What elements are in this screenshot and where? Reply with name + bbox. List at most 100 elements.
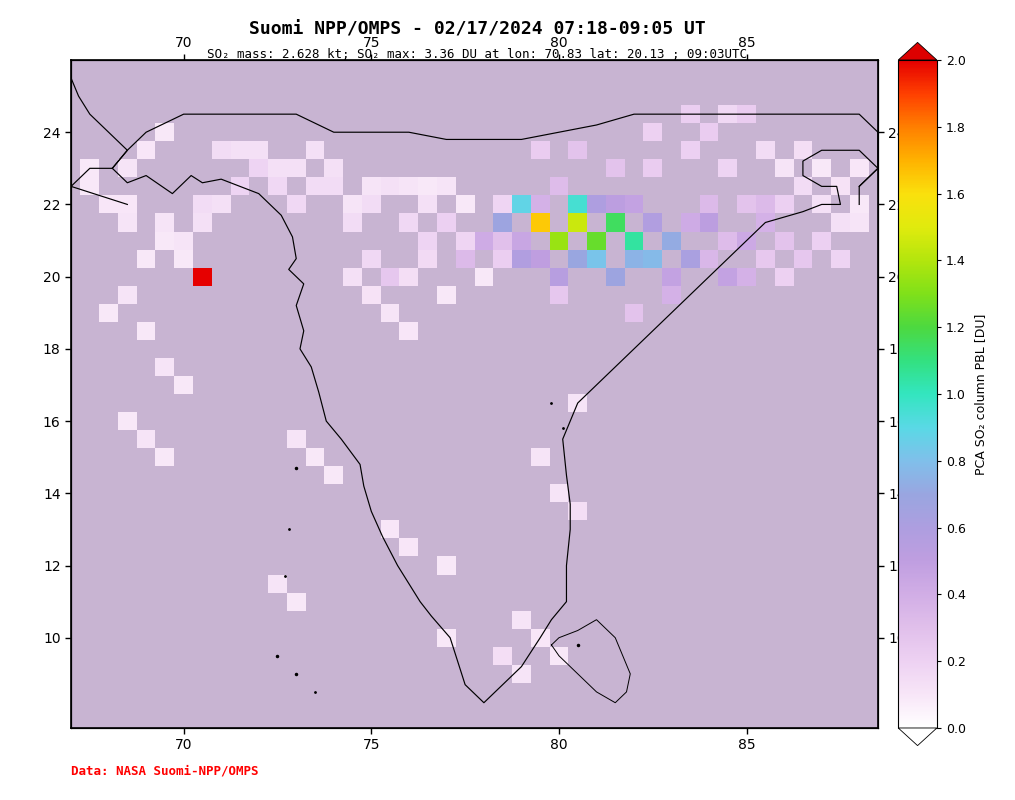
Bar (531, 214, 549, 231)
Bar (774, 268, 794, 286)
Bar (606, 159, 624, 178)
Bar (250, 142, 268, 159)
Bar (287, 159, 306, 178)
Bar (737, 195, 756, 214)
Bar (212, 142, 230, 159)
Bar (175, 231, 193, 250)
Bar (681, 214, 699, 231)
Bar (493, 250, 512, 268)
Bar (418, 195, 437, 214)
Bar (437, 214, 456, 231)
Bar (662, 231, 681, 250)
Bar (794, 250, 812, 268)
Bar (812, 159, 831, 178)
Bar (549, 178, 568, 195)
Bar (756, 142, 774, 159)
Bar (400, 322, 418, 340)
Bar (418, 178, 437, 195)
Bar (512, 195, 531, 214)
Bar (325, 178, 343, 195)
Bar (118, 412, 137, 430)
Bar (155, 231, 175, 250)
Bar (644, 214, 662, 231)
Bar (681, 105, 699, 123)
Bar (568, 142, 587, 159)
Bar (230, 142, 250, 159)
Bar (699, 250, 719, 268)
Bar (681, 250, 699, 268)
Bar (175, 376, 193, 394)
Bar (831, 178, 850, 195)
Bar (118, 286, 137, 304)
Bar (493, 214, 512, 231)
Bar (287, 195, 306, 214)
Bar (99, 195, 118, 214)
Bar (493, 231, 512, 250)
Bar (737, 231, 756, 250)
Bar (681, 142, 699, 159)
Bar (287, 593, 306, 610)
Bar (418, 250, 437, 268)
Bar (699, 123, 719, 142)
Bar (475, 231, 493, 250)
Bar (381, 268, 400, 286)
Bar (719, 231, 737, 250)
Bar (343, 214, 362, 231)
Bar (531, 629, 549, 646)
Bar (587, 250, 606, 268)
Bar (118, 195, 137, 214)
Bar (437, 629, 456, 646)
Bar (549, 286, 568, 304)
Bar (325, 466, 343, 484)
Bar (137, 322, 155, 340)
Bar (437, 286, 456, 304)
Bar (719, 105, 737, 123)
Bar (362, 286, 381, 304)
Bar (512, 250, 531, 268)
Bar (306, 448, 325, 466)
Bar (493, 195, 512, 214)
Bar (737, 268, 756, 286)
Bar (343, 195, 362, 214)
Bar (512, 231, 531, 250)
Bar (193, 268, 212, 286)
Text: Suomi NPP/OMPS - 02/17/2024 07:18-09:05 UT: Suomi NPP/OMPS - 02/17/2024 07:18-09:05 … (249, 20, 705, 38)
Bar (155, 214, 175, 231)
Bar (531, 195, 549, 214)
Bar (756, 214, 774, 231)
Bar (850, 195, 869, 214)
Bar (794, 178, 812, 195)
Bar (644, 250, 662, 268)
Bar (230, 178, 250, 195)
Bar (831, 250, 850, 268)
Bar (456, 231, 475, 250)
Bar (699, 214, 719, 231)
Bar (362, 195, 381, 214)
Y-axis label: PCA SO₂ column PBL [DU]: PCA SO₂ column PBL [DU] (974, 314, 988, 474)
Bar (362, 178, 381, 195)
Bar (268, 178, 287, 195)
Bar (662, 286, 681, 304)
Bar (531, 142, 549, 159)
Bar (587, 231, 606, 250)
Bar (99, 304, 118, 322)
Bar (80, 178, 99, 195)
Bar (568, 250, 587, 268)
Bar (699, 195, 719, 214)
Bar (568, 214, 587, 231)
Bar (549, 484, 568, 502)
Bar (644, 123, 662, 142)
Bar (155, 123, 175, 142)
Bar (175, 250, 193, 268)
Bar (624, 250, 644, 268)
Bar (756, 250, 774, 268)
Bar (437, 557, 456, 574)
Bar (606, 214, 624, 231)
Text: Data: NASA Suomi-NPP/OMPS: Data: NASA Suomi-NPP/OMPS (71, 764, 259, 777)
Bar (549, 231, 568, 250)
Bar (831, 214, 850, 231)
Bar (812, 231, 831, 250)
Bar (268, 159, 287, 178)
Bar (381, 304, 400, 322)
Bar (774, 159, 794, 178)
